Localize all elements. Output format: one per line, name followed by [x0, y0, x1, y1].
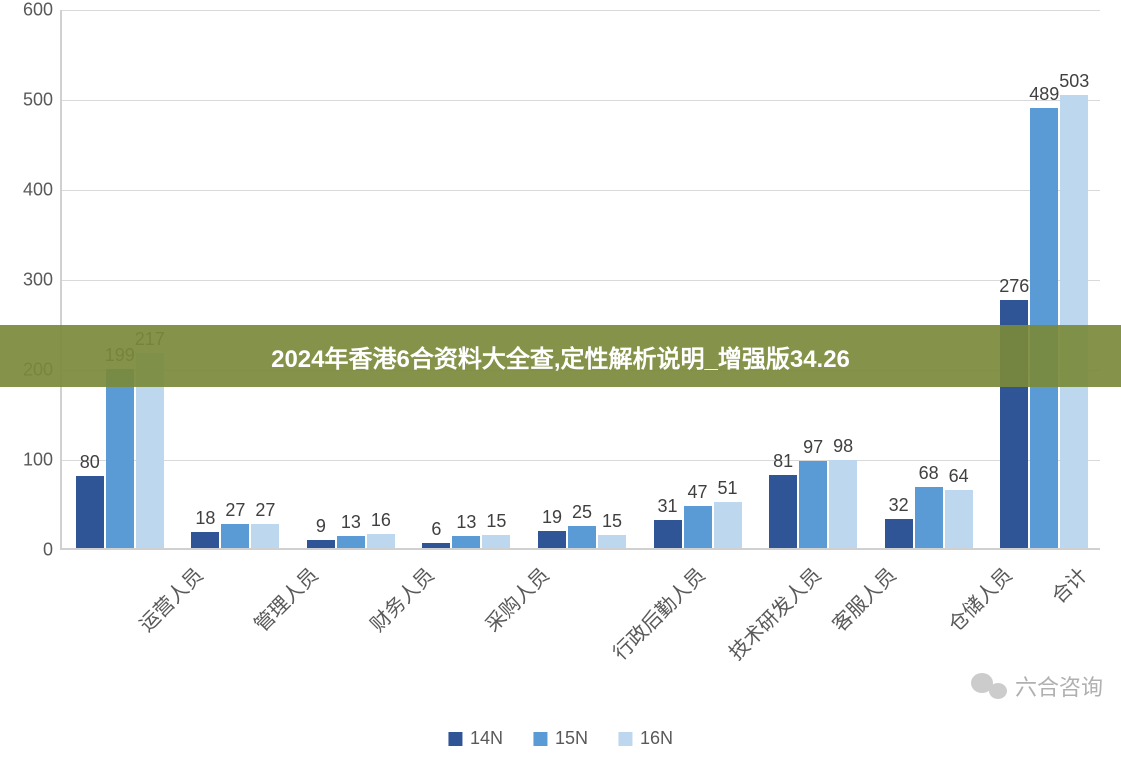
ytick-label: 0 — [3, 540, 53, 561]
bar: 18 — [191, 532, 219, 548]
bar-value-label: 9 — [316, 516, 326, 537]
bar-value-label: 27 — [225, 500, 245, 521]
legend-item: 14N — [448, 728, 503, 749]
bar-value-label: 6 — [431, 519, 441, 540]
legend-label: 16N — [640, 728, 673, 749]
bar-value-label: 80 — [80, 452, 100, 473]
legend-item: 15N — [533, 728, 588, 749]
ytick-label: 600 — [3, 0, 53, 21]
bar: 64 — [945, 490, 973, 548]
xtick-label: 客服人员 — [825, 560, 902, 637]
bar-value-label: 489 — [1029, 84, 1059, 105]
xtick-label: 行政后勤人员 — [605, 560, 710, 665]
legend-swatch — [533, 732, 547, 746]
legend: 14N 15N 16N — [448, 728, 673, 749]
xtick-label: 财务人员 — [362, 560, 439, 637]
chart-container: 8019921718272791316613151925153147518197… — [0, 0, 1121, 757]
gridline — [62, 280, 1100, 281]
bar-value-label: 68 — [919, 463, 939, 484]
bar-value-label: 15 — [486, 511, 506, 532]
bar-value-label: 32 — [889, 495, 909, 516]
bar-value-label: 18 — [195, 508, 215, 529]
gridline — [62, 460, 1100, 461]
legend-label: 15N — [555, 728, 588, 749]
bar-value-label: 27 — [255, 500, 275, 521]
bar-value-label: 276 — [999, 276, 1029, 297]
bar-group: 819798 — [769, 460, 857, 548]
bar: 19 — [538, 531, 566, 548]
bar-value-label: 25 — [572, 502, 592, 523]
bar: 27 — [251, 524, 279, 548]
legend-swatch — [448, 732, 462, 746]
bar: 98 — [829, 460, 857, 548]
bar-value-label: 13 — [456, 512, 476, 533]
bar-value-label: 15 — [602, 511, 622, 532]
bar-value-label: 64 — [949, 466, 969, 487]
bar: 31 — [654, 520, 682, 548]
bar: 25 — [568, 526, 596, 549]
xtick-label: 合计 — [1044, 560, 1093, 609]
overlay-banner: 2024年香港6合资料大全查,定性解析说明_增强版34.26 — [0, 325, 1121, 387]
bar-group: 276489503 — [1000, 95, 1088, 548]
bar-value-label: 81 — [773, 451, 793, 472]
xtick-label: 采购人员 — [478, 560, 555, 637]
bar: 27 — [221, 524, 249, 548]
bar: 68 — [915, 487, 943, 548]
bar-group: 326864 — [885, 487, 973, 548]
bar: 97 — [799, 461, 827, 548]
bar-value-label: 51 — [718, 478, 738, 499]
bar: 47 — [684, 506, 712, 548]
ytick-label: 300 — [3, 270, 53, 291]
ytick-label: 100 — [3, 450, 53, 471]
bar-group: 182727 — [191, 524, 279, 548]
xtick-label: 管理人员 — [247, 560, 324, 637]
bar: 80 — [76, 476, 104, 548]
bar-value-label: 16 — [371, 510, 391, 531]
bar-group: 61315 — [422, 535, 510, 549]
legend-swatch — [618, 732, 632, 746]
bar-group: 192515 — [538, 526, 626, 549]
bar: 51 — [714, 502, 742, 548]
bar: 15 — [482, 535, 510, 549]
bar: 16 — [367, 534, 395, 548]
bar-group: 314751 — [654, 502, 742, 548]
bar: 32 — [885, 519, 913, 548]
bar: 13 — [452, 536, 480, 548]
bar-group: 91316 — [307, 534, 395, 548]
legend-label: 14N — [470, 728, 503, 749]
bar: 9 — [307, 540, 335, 548]
bar: 81 — [769, 475, 797, 548]
overlay-text: 2024年香港6合资料大全查,定性解析说明_增强版34.26 — [271, 339, 850, 374]
xtick-label: 技术研发人员 — [721, 560, 826, 665]
gridline — [62, 100, 1100, 101]
xtick-label: 仓储人员 — [940, 560, 1017, 637]
legend-item: 16N — [618, 728, 673, 749]
bar-value-label: 97 — [803, 437, 823, 458]
bar: 199 — [106, 369, 134, 548]
gridline — [62, 190, 1100, 191]
bar: 6 — [422, 543, 450, 548]
ytick-label: 400 — [3, 180, 53, 201]
gridline — [62, 10, 1100, 11]
watermark-text: 六合咨询 — [1015, 670, 1103, 702]
bar: 503 — [1060, 95, 1088, 548]
watermark: 六合咨询 — [971, 670, 1103, 702]
bar: 15 — [598, 535, 626, 549]
plot-area: 8019921718272791316613151925153147518197… — [60, 10, 1100, 550]
ytick-label: 500 — [3, 90, 53, 111]
bar-value-label: 19 — [542, 507, 562, 528]
bar-value-label: 31 — [658, 496, 678, 517]
wechat-icon — [971, 671, 1007, 701]
bar-value-label: 503 — [1059, 71, 1089, 92]
bar-value-label: 98 — [833, 436, 853, 457]
bar-value-label: 13 — [341, 512, 361, 533]
bar-value-label: 47 — [688, 482, 708, 503]
xtick-label: 运营人员 — [131, 560, 208, 637]
bar: 13 — [337, 536, 365, 548]
